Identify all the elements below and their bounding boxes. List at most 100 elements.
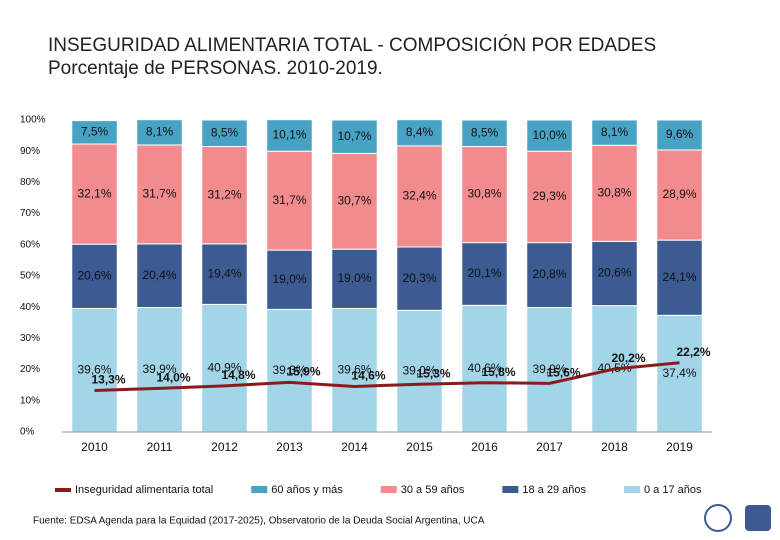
x-tick-label: 2013 [276,440,303,454]
bar-segment [461,304,508,433]
line-value-label: 20,2% [611,351,645,365]
bar-segment [396,145,443,248]
y-tick-label: 60% [20,239,40,250]
x-tick-label: 2018 [601,440,628,454]
line-value-label: 14,8% [221,368,255,382]
bar-segment [266,119,313,152]
value-label: 20,6% [597,266,631,280]
line-value-label: 14,0% [156,370,190,384]
bar-segment [201,146,248,245]
value-label: 31,7% [142,187,176,201]
x-tick-label: 2012 [211,440,238,454]
line-series [94,361,680,393]
bar-segment [136,243,183,309]
y-tick-label: 10% [20,395,40,406]
value-label: 9,6% [666,127,694,141]
value-label: 10,7% [337,129,371,143]
bar-segment [591,119,638,146]
bar-segment [526,242,573,309]
bar-segment [331,248,378,309]
y-tick-label: 90% [20,146,40,157]
logo [745,505,771,531]
y-tick-label: 100% [20,115,46,126]
bar-segment [201,303,248,433]
line-value-label: 22,2% [676,345,710,359]
line-value-label: 15,8% [481,365,515,379]
bar-segment [71,307,118,433]
chart-subtitle: Porcentaje de PERSONAS. 2010-2019. [48,58,383,79]
bar-segment [656,239,703,316]
bar-segment [396,119,443,147]
value-label: 24,1% [662,270,696,284]
value-label: 39,6% [337,362,371,376]
value-label: 39,9% [532,362,566,376]
value-label: 30,8% [467,187,501,201]
line-value-label: 15,6% [546,365,580,379]
value-label: 20,3% [402,271,436,285]
bar-segment [331,307,378,433]
value-label: 31,2% [207,187,241,201]
legend-label: 0 a 17 años [644,484,702,496]
value-label: 31,7% [272,193,306,207]
legend-swatch [380,486,397,493]
y-tick-label: 30% [20,333,40,344]
chart-title: INSEGURIDAD ALIMENTARIA TOTAL - COMPOSIC… [48,35,657,56]
value-label: 20,8% [532,267,566,281]
x-tick-label: 2010 [81,440,108,454]
y-tick-label: 50% [20,271,40,282]
x-tick-label: 2019 [666,440,693,454]
bar-segment [201,243,248,305]
value-label: 28,9% [662,187,696,201]
y-tick-label: 80% [20,177,40,188]
bar-segment [396,246,443,311]
value-label: 19,0% [272,272,306,286]
bar-segment [201,119,248,148]
bar-segment [71,120,118,145]
y-tick-label: 40% [20,302,40,313]
bar-segment [591,144,638,242]
legend-label: Inseguridad alimentaria total [75,484,213,496]
bar-segment [656,119,703,151]
bar-segment [461,242,508,306]
bar-segment [71,243,118,309]
x-tick-label: 2014 [341,440,368,454]
value-label: 7,5% [81,124,109,138]
value-label: 10,1% [272,128,306,142]
value-label: 39,0% [402,363,436,377]
y-tick-label: 70% [20,208,40,219]
line-value-label: 14,6% [351,369,385,383]
value-label: 37,4% [662,366,696,380]
legend-label: 60 años y más [271,484,343,496]
legend-swatch [251,486,268,493]
bar-segment [266,249,313,310]
bar-segment [266,150,313,251]
value-label: 8,1% [146,124,174,138]
value-label: 19,0% [337,271,371,285]
legend-label: 30 a 59 años [401,484,465,496]
value-label: 8,1% [601,125,629,139]
x-tick-label: 2011 [147,440,173,454]
line-value-label: 13,3% [91,373,125,387]
value-label: 39,6% [77,362,111,376]
value-label: 30,8% [597,185,631,199]
value-label: 20,4% [142,268,176,282]
value-label: 8,4% [406,125,434,139]
value-label: 19,4% [207,266,241,280]
source: Fuente: EDSA Agenda para la Equidad (201… [33,516,485,527]
value-label: 20,6% [77,268,111,282]
bar-segment [396,309,443,433]
value-label: 39,3% [272,363,306,377]
value-label: 30,7% [337,193,371,207]
bar-segment [461,119,508,148]
value-label: 39,9% [142,362,176,376]
bar-segment [526,119,573,152]
bar-segment [331,152,378,250]
line-value-label: 15,9% [286,365,320,379]
x-tick-label: 2016 [471,440,498,454]
bar-segment [71,143,118,245]
bar-segment [136,144,183,245]
logo [704,504,732,532]
value-label: 32,4% [402,189,436,203]
